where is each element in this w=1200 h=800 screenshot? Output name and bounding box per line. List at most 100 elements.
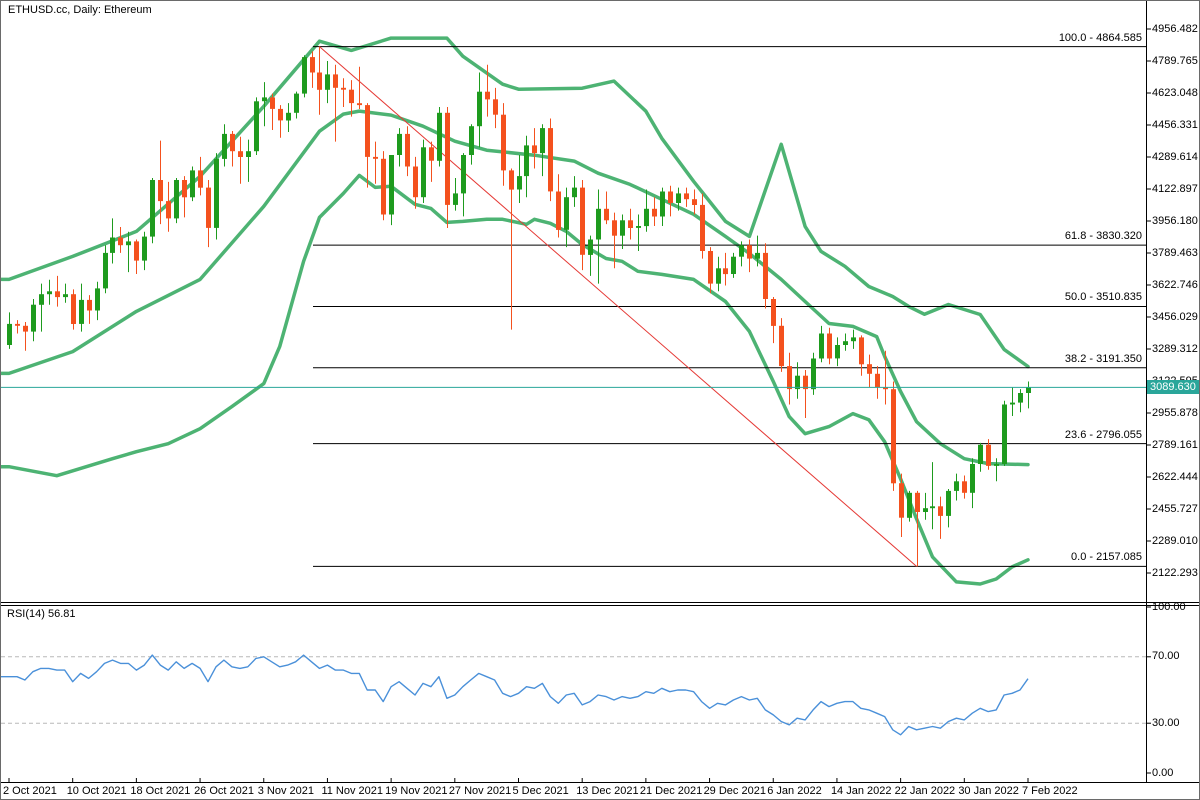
- candle-body: [190, 170, 195, 198]
- time-axis-label: 26 Oct 2021: [194, 785, 254, 797]
- candle-body: [867, 364, 872, 374]
- candle-body: [15, 323, 20, 326]
- trendline[interactable]: [319, 46, 917, 567]
- candle-body: [158, 180, 163, 202]
- candle-body: [763, 252, 768, 299]
- candle-body: [946, 490, 951, 516]
- candle-body: [294, 93, 299, 113]
- rsi-pane: [1, 654, 1146, 736]
- price-axis-label: 3622.746: [1152, 278, 1198, 291]
- candle-body: [803, 375, 808, 390]
- candle-body: [485, 91, 490, 100]
- candle-body: [954, 481, 959, 491]
- candle-body: [262, 97, 267, 102]
- price-axis-label: 3456.029: [1152, 310, 1198, 323]
- candle-body: [970, 464, 975, 493]
- price-axis-label: 3956.180: [1152, 214, 1198, 227]
- candle-body: [811, 358, 816, 390]
- candle-body: [524, 145, 529, 177]
- candle-body: [493, 99, 498, 115]
- candle-body: [548, 128, 553, 192]
- candle-body: [413, 166, 418, 198]
- candle-body: [596, 208, 601, 240]
- time-axis-label: 11 Nov 2021: [321, 785, 384, 797]
- candle-body: [389, 155, 394, 215]
- time-axis-label: 19 Nov 2021: [385, 785, 448, 797]
- candle-body: [851, 337, 856, 342]
- candle-body: [222, 133, 227, 159]
- candle-body: [174, 180, 179, 219]
- candle-body: [103, 252, 108, 289]
- candle-body: [994, 464, 999, 466]
- candle-body: [660, 191, 665, 217]
- candle-body: [779, 325, 784, 367]
- price-axis-label: 2455.727: [1152, 502, 1198, 515]
- current-price-tag: 3089.630: [1147, 380, 1199, 394]
- candle-body: [978, 444, 983, 464]
- candle-body: [278, 108, 283, 121]
- candle-body: [1018, 393, 1023, 403]
- candle-body: [668, 191, 673, 203]
- chart-symbol-title: ETHUSD.cc, Daily: Ethereum: [8, 4, 152, 16]
- price-axis-label: 4789.765: [1152, 54, 1198, 67]
- time-axis-label: 18 Oct 2021: [130, 785, 191, 797]
- candle-body: [110, 237, 115, 253]
- candle-body: [930, 506, 935, 509]
- bollinger-bands[interactable]: [1, 36, 1030, 586]
- time-axis-label: 27 Nov 2021: [448, 785, 512, 797]
- candle-body: [620, 220, 625, 236]
- candle-body: [445, 112, 450, 205]
- candle-body: [87, 299, 92, 311]
- candle-body: [214, 158, 219, 228]
- fibonacci-retracement[interactable]: [313, 46, 1146, 567]
- candle-body: [891, 389, 896, 484]
- candle-body: [700, 204, 705, 251]
- price-axis-label: 3289.312: [1152, 342, 1198, 355]
- candle-body: [302, 57, 307, 94]
- candle-body: [501, 114, 506, 171]
- time-axis-label: 21 Dec 2021: [639, 785, 703, 797]
- candle-body: [532, 145, 537, 154]
- time-axis-label: 2 Oct 2021: [3, 785, 57, 797]
- candle-body: [166, 201, 171, 219]
- candle-body: [349, 89, 354, 104]
- candle-body: [39, 294, 44, 305]
- candle-body: [1010, 402, 1015, 405]
- candle-body: [517, 176, 522, 190]
- candle-body: [270, 97, 275, 109]
- candle-body: [755, 252, 760, 259]
- candle-body: [437, 112, 442, 161]
- fib-level-label: 100.0 - 4864.585: [1058, 31, 1142, 44]
- candle-body: [333, 74, 338, 88]
- candle-body: [381, 158, 386, 215]
- candle-body: [684, 193, 689, 200]
- candle-body: [835, 345, 840, 359]
- candle-body: [795, 375, 800, 390]
- pane-borders: [1, 1, 1199, 783]
- price-axis-label: 4956.482: [1152, 22, 1198, 35]
- rsi-axis-label: 0.00: [1152, 766, 1174, 779]
- price-axis-label: 2622.444: [1152, 470, 1198, 483]
- candle-body: [63, 294, 68, 298]
- rsi-axis-label: 30.00: [1152, 716, 1180, 729]
- candle-body: [325, 74, 330, 90]
- candle-body: [716, 268, 721, 284]
- price-axis-label: 4122.897: [1152, 182, 1198, 195]
- time-axis-label: 5 Dec 2021: [512, 785, 569, 797]
- candle-body: [708, 251, 713, 284]
- candle-body: [540, 128, 545, 154]
- bollinger-lower-band: [1, 173, 1030, 586]
- candle-body: [604, 208, 609, 221]
- candle-body: [739, 245, 744, 257]
- candle-body: [461, 155, 466, 194]
- candle-body: [636, 226, 641, 228]
- candle-body: [843, 341, 848, 345]
- candle-body: [572, 187, 577, 198]
- candle-body: [875, 373, 880, 388]
- candle-body: [357, 103, 362, 106]
- time-axis-label: 30 Jan 2022: [958, 785, 1019, 797]
- candle-body: [588, 239, 593, 255]
- candle-body: [429, 147, 434, 161]
- candle-body: [182, 180, 187, 198]
